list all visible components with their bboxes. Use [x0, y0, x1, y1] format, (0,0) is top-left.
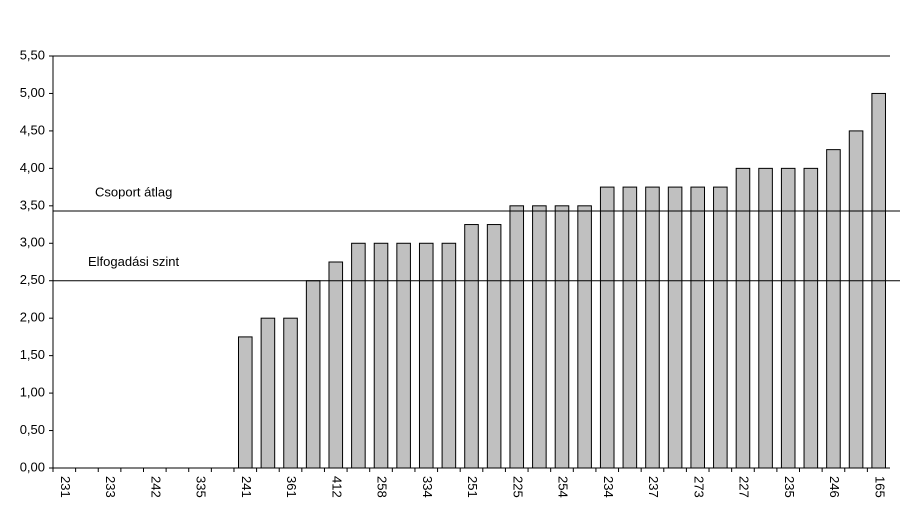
y-tick-label: 3,00: [20, 235, 45, 250]
x-tick-label: 334: [420, 476, 435, 498]
x-tick-label: 233: [103, 476, 118, 498]
bar: [305, 280, 321, 469]
y-tick-label: 1,00: [20, 385, 45, 400]
x-tick-label: 237: [646, 476, 661, 498]
x-tick-label: 254: [556, 476, 571, 498]
y-tick-label: 4,00: [20, 160, 45, 175]
x-tick-label: 234: [601, 476, 616, 498]
bar: [577, 205, 592, 469]
x-tick-label: 227: [737, 476, 752, 498]
bar: [260, 317, 276, 469]
bar: [780, 167, 796, 469]
bar: [826, 149, 841, 469]
y-tick-label: 3,50: [20, 197, 45, 212]
bar: [328, 261, 344, 469]
y-tick-label: 2,50: [20, 272, 45, 287]
bar: [532, 205, 547, 469]
y-tick-label: 4,50: [20, 122, 45, 137]
bar: [848, 130, 864, 469]
bar: [667, 186, 683, 469]
bar: [373, 242, 389, 469]
bar: [509, 205, 525, 469]
bar: [486, 224, 502, 469]
bar: [441, 242, 457, 469]
bar: [758, 167, 773, 469]
x-tick-label: 361: [284, 476, 299, 498]
y-tick-label: 5,00: [20, 85, 45, 100]
y-tick-label: 1,50: [20, 347, 45, 362]
y-tick-label: 5,50: [20, 47, 45, 62]
bar: [599, 186, 615, 469]
bar: [645, 186, 660, 469]
y-tick-label: 0,00: [20, 459, 45, 474]
bar: [396, 242, 411, 469]
x-tick-label: 335: [194, 476, 209, 498]
x-tick-label: 251: [465, 476, 480, 498]
x-tick-label: 258: [375, 476, 390, 498]
reference-label: Csoport átlag: [95, 184, 172, 199]
bar: [713, 186, 728, 469]
bar: [735, 167, 751, 469]
x-tick-label: 273: [691, 476, 706, 498]
bar: [418, 242, 434, 469]
x-tick-label: 225: [510, 476, 525, 498]
bar: [283, 317, 298, 469]
reference-label: Elfogadási szint: [88, 254, 179, 269]
bar: [351, 242, 366, 469]
bar: [464, 224, 479, 469]
y-tick-label: 2,00: [20, 310, 45, 325]
x-tick-label: 235: [782, 476, 797, 498]
x-tick-label: 241: [239, 476, 254, 498]
x-tick-label: 246: [827, 476, 842, 498]
bar: [803, 167, 819, 469]
bar: [690, 186, 706, 469]
x-tick-label: 242: [148, 476, 163, 498]
bar: [622, 186, 638, 469]
y-tick-label: 0,50: [20, 422, 45, 437]
x-tick-label: 165: [872, 476, 887, 498]
bar: [237, 336, 253, 469]
x-tick-label: 231: [58, 476, 73, 498]
bar: [554, 205, 570, 469]
x-tick-label: 412: [329, 476, 344, 498]
